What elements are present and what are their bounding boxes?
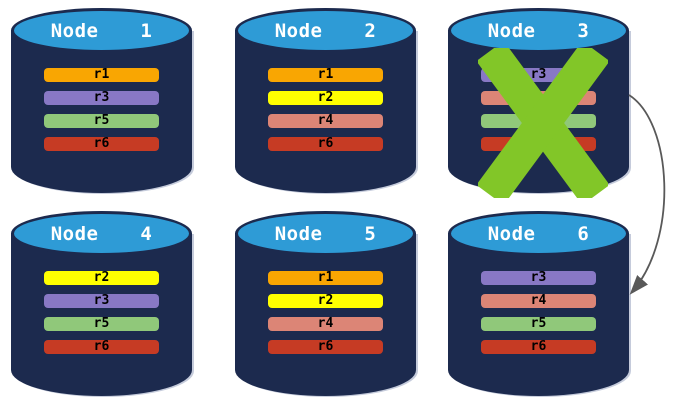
cylinder-body xyxy=(235,30,416,193)
node-title: Node 4 xyxy=(50,222,153,245)
cylinder-body xyxy=(235,233,416,396)
arrow-curve xyxy=(628,94,666,295)
database-node-5: Node 5 r1 r2 r4 r6 xyxy=(235,211,416,396)
node-title: Node 2 xyxy=(274,19,377,42)
cylinder-top: Node 3 xyxy=(448,8,629,53)
replica-list: r1 r2 r4 r6 xyxy=(268,68,383,151)
replica-list: r3 r4 r5 r6 xyxy=(481,271,596,354)
replica-bar-r3: r3 xyxy=(44,294,159,308)
cylinder-top: Node 4 xyxy=(11,211,192,256)
replica-bar-r4: r4 xyxy=(481,294,596,308)
replica-bar-r1: r1 xyxy=(268,68,383,82)
replica-list: r1 r2 r4 r6 xyxy=(268,271,383,354)
replica-bar-r6: r6 xyxy=(481,340,596,354)
failure-x-icon xyxy=(478,48,608,198)
replica-bar-r5: r5 xyxy=(481,317,596,331)
replica-bar-r4: r4 xyxy=(268,114,383,128)
database-node-4: Node 4 r2 r3 r5 r6 xyxy=(11,211,192,396)
database-node-1: Node 1 r1 r3 r5 r6 xyxy=(11,8,192,193)
database-node-2: Node 2 r1 r2 r4 r6 xyxy=(235,8,416,193)
node-title: Node 1 xyxy=(50,19,153,42)
cylinder-body xyxy=(11,233,192,396)
replica-bar-r1: r1 xyxy=(44,68,159,82)
replica-bar-r4: r4 xyxy=(268,317,383,331)
replica-bar-r6: r6 xyxy=(268,340,383,354)
replica-bar-r2: r2 xyxy=(268,91,383,105)
replica-bar-r3: r3 xyxy=(481,271,596,285)
replica-bar-r6: r6 xyxy=(44,340,159,354)
cylinder-top: Node 6 xyxy=(448,211,629,256)
replica-bar-r6: r6 xyxy=(44,137,159,151)
node-title: Node 5 xyxy=(274,222,377,245)
replica-bar-r3: r3 xyxy=(44,91,159,105)
replica-list: r2 r3 r5 r6 xyxy=(44,271,159,354)
cylinder-top: Node 1 xyxy=(11,8,192,53)
replica-bar-r2: r2 xyxy=(268,294,383,308)
replica-bar-r2: r2 xyxy=(44,271,159,285)
cylinder-top: Node 2 xyxy=(235,8,416,53)
replica-bar-r5: r5 xyxy=(44,114,159,128)
database-node-6: Node 6 r3 r4 r5 r6 xyxy=(448,211,629,396)
replica-bar-r5: r5 xyxy=(44,317,159,331)
cylinder-body xyxy=(11,30,192,193)
replica-list: r1 r3 r5 r6 xyxy=(44,68,159,151)
cylinder-body xyxy=(448,233,629,396)
database-node-3: Node 3 r3 xyxy=(448,8,629,198)
node-title: Node 3 xyxy=(487,19,590,42)
replica-bar-r6: r6 xyxy=(268,137,383,151)
replica-bar-r1: r1 xyxy=(268,271,383,285)
node-title: Node 6 xyxy=(487,222,590,245)
cylinder-top: Node 5 xyxy=(235,211,416,256)
